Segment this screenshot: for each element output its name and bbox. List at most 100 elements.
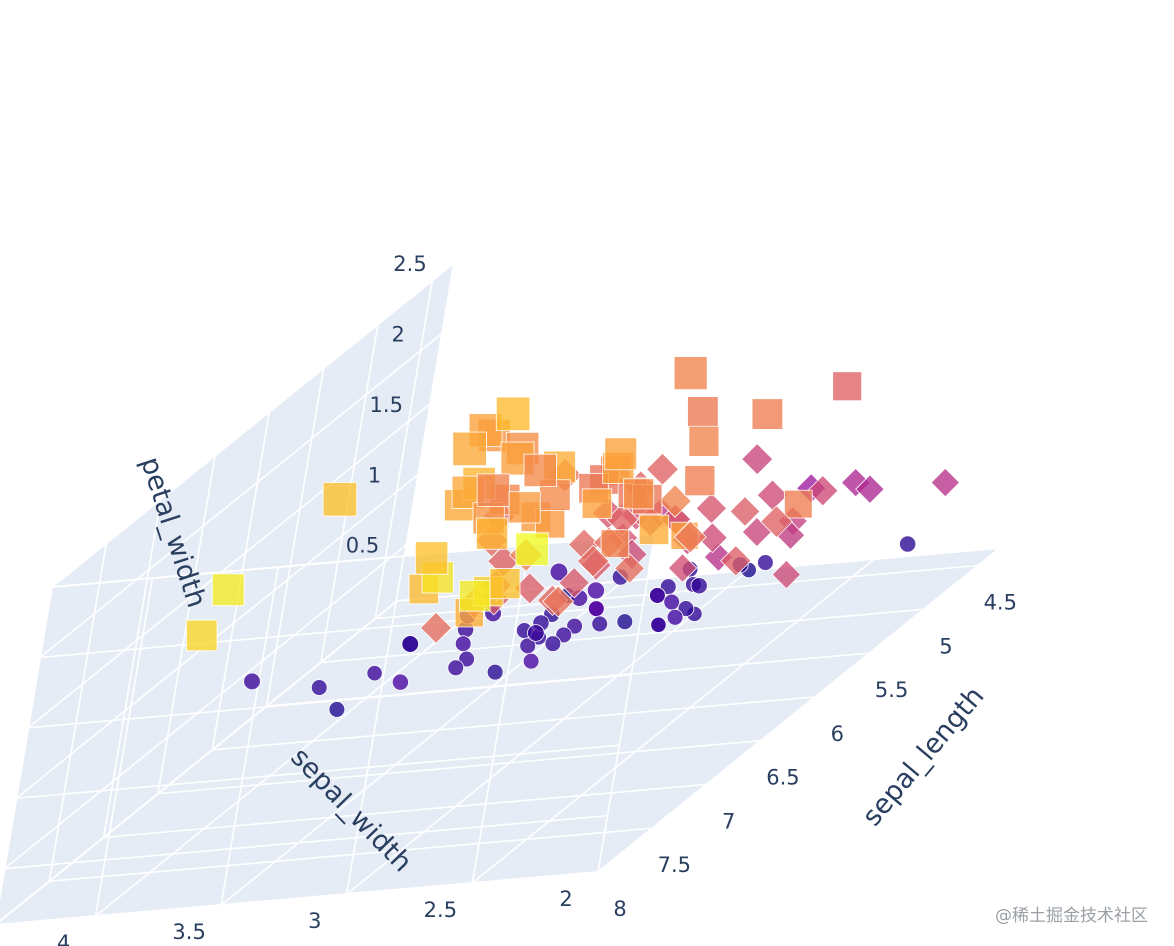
- tick-labels: 4.5 5 5.5 6 6.5 7 7.5 8 2 2.5 3 3.5 4 0.5 1 1.5 2 2.5: [57, 252, 1017, 946]
- grid-line-y: [471, 558, 875, 884]
- point-versicolor: [729, 495, 761, 527]
- point-versicolor: [576, 544, 610, 578]
- point-versicolor: [855, 474, 885, 504]
- x-tick-label: 7.5: [658, 853, 691, 877]
- x-tick-label: 5.5: [875, 678, 908, 702]
- y-tick-label: 2: [559, 887, 572, 911]
- point-setosa: [757, 554, 774, 571]
- z-tick-label: 1: [368, 463, 381, 487]
- point-setosa: [899, 535, 917, 553]
- point-versicolor: [840, 467, 871, 498]
- point-virginica: [322, 482, 358, 517]
- grid-line-y: [94, 591, 499, 917]
- point-virginica: [508, 491, 541, 524]
- point-versicolor: [646, 452, 679, 486]
- grid-line-y: [597, 547, 1001, 873]
- y-tick-label: 3: [308, 909, 321, 933]
- point-virginica: [784, 489, 813, 519]
- point-setosa: [591, 615, 609, 633]
- point-setosa: [522, 652, 540, 670]
- watermark: @稀土掘金技术社区: [995, 906, 1148, 926]
- point-setosa: [310, 679, 328, 696]
- point-versicolor: [771, 559, 802, 590]
- point-virginica: [185, 619, 218, 652]
- y-tick-label: 3.5: [172, 920, 205, 944]
- z-tick-label: 0.5: [346, 534, 379, 558]
- point-versicolor: [720, 544, 752, 577]
- point-setosa: [555, 626, 573, 644]
- point-versicolor: [614, 552, 645, 584]
- point-virginica: [673, 356, 708, 391]
- grid-line-z: [51, 533, 656, 588]
- grid-line-z: [28, 674, 632, 729]
- data-points: [185, 356, 961, 718]
- point-virginica: [476, 473, 511, 507]
- x-tick-label: 4.5: [984, 591, 1017, 615]
- z-tick-label: 2.5: [393, 252, 426, 276]
- point-virginica: [489, 568, 521, 600]
- point-setosa: [401, 635, 420, 653]
- point-setosa: [243, 672, 261, 691]
- point-versicolor: [419, 611, 453, 644]
- point-setosa: [587, 600, 605, 617]
- point-virginica: [604, 437, 638, 471]
- point-virginica: [495, 396, 531, 432]
- point-setosa: [447, 659, 465, 677]
- point-virginica: [751, 398, 784, 430]
- point-setosa: [649, 587, 666, 604]
- point-virginica: [638, 514, 670, 545]
- grid-line-z: [51, 262, 455, 588]
- point-versicolor: [756, 479, 789, 511]
- point-versicolor: [696, 522, 728, 554]
- point-versicolor: [667, 553, 698, 583]
- point-virginica: [452, 431, 487, 467]
- point-setosa: [666, 608, 684, 626]
- grid-line-z: [4, 814, 608, 870]
- point-virginica: [458, 580, 491, 612]
- grid-line-z: [27, 403, 431, 729]
- grid-line-y: [346, 569, 750, 895]
- point-versicolor: [542, 585, 575, 618]
- z-tick-label: 1.5: [370, 393, 403, 417]
- point-setosa: [527, 624, 545, 642]
- point-virginica: [684, 465, 716, 497]
- point-setosa: [566, 617, 583, 635]
- x-tick-label: 8: [613, 897, 626, 921]
- point-versicolor: [741, 443, 774, 476]
- grid-line-z: [40, 603, 644, 659]
- point-setosa: [549, 562, 569, 582]
- point-virginica: [581, 488, 613, 519]
- point-versicolor: [558, 567, 590, 599]
- point-virginica: [523, 453, 557, 488]
- point-setosa: [486, 663, 504, 681]
- point-virginica: [687, 396, 719, 428]
- grid-line-z: [3, 544, 408, 870]
- point-virginica: [476, 517, 509, 550]
- point-setosa: [366, 665, 383, 682]
- point-setosa: [544, 635, 562, 652]
- y-tick-label: 2.5: [424, 898, 457, 922]
- point-setosa: [454, 635, 472, 653]
- x-axis-title: sepal_length: [857, 681, 991, 832]
- point-versicolor: [673, 520, 707, 554]
- point-setosa: [690, 577, 708, 595]
- point-setosa: [663, 593, 681, 611]
- grid-line-z: [39, 332, 443, 659]
- point-virginica: [623, 478, 655, 510]
- point-setosa: [391, 673, 409, 691]
- point-versicolor: [930, 467, 961, 498]
- x-tick-label: 6: [831, 722, 844, 746]
- x-tick-label: 7: [722, 809, 735, 833]
- point-setosa: [458, 650, 475, 668]
- x-tick-label: 6.5: [766, 766, 799, 790]
- point-setosa: [586, 581, 605, 600]
- y-tick-label: 4: [57, 931, 70, 946]
- point-virginica: [211, 573, 245, 607]
- point-virginica: [600, 529, 630, 558]
- point-versicolor: [806, 474, 839, 507]
- point-setosa: [616, 613, 634, 631]
- point-setosa: [650, 616, 667, 633]
- point-virginica: [688, 425, 720, 457]
- point-virginica: [832, 371, 863, 402]
